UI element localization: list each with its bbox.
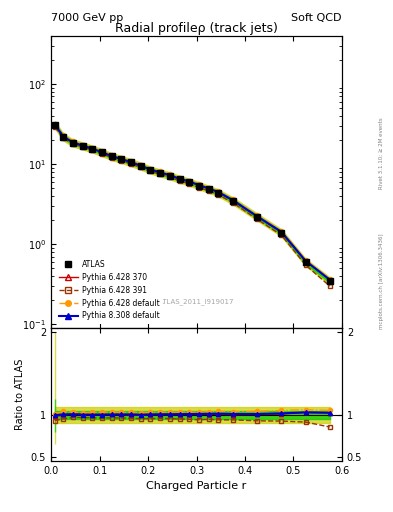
Legend: ATLAS, Pythia 6.428 370, Pythia 6.428 391, Pythia 6.428 default, Pythia 8.308 de: ATLAS, Pythia 6.428 370, Pythia 6.428 39…: [55, 257, 163, 324]
Text: ATLAS_2011_I919017: ATLAS_2011_I919017: [159, 298, 234, 305]
X-axis label: Charged Particle r: Charged Particle r: [146, 481, 247, 491]
Text: Rivet 3.1.10; ≥ 2M events: Rivet 3.1.10; ≥ 2M events: [379, 118, 384, 189]
Text: Soft QCD: Soft QCD: [292, 13, 342, 23]
Text: 7000 GeV pp: 7000 GeV pp: [51, 13, 123, 23]
Text: mcplots.cern.ch [arXiv:1306.3436]: mcplots.cern.ch [arXiv:1306.3436]: [379, 234, 384, 329]
Title: Radial profileρ (track jets): Radial profileρ (track jets): [115, 22, 278, 35]
Y-axis label: Ratio to ATLAS: Ratio to ATLAS: [15, 359, 25, 430]
